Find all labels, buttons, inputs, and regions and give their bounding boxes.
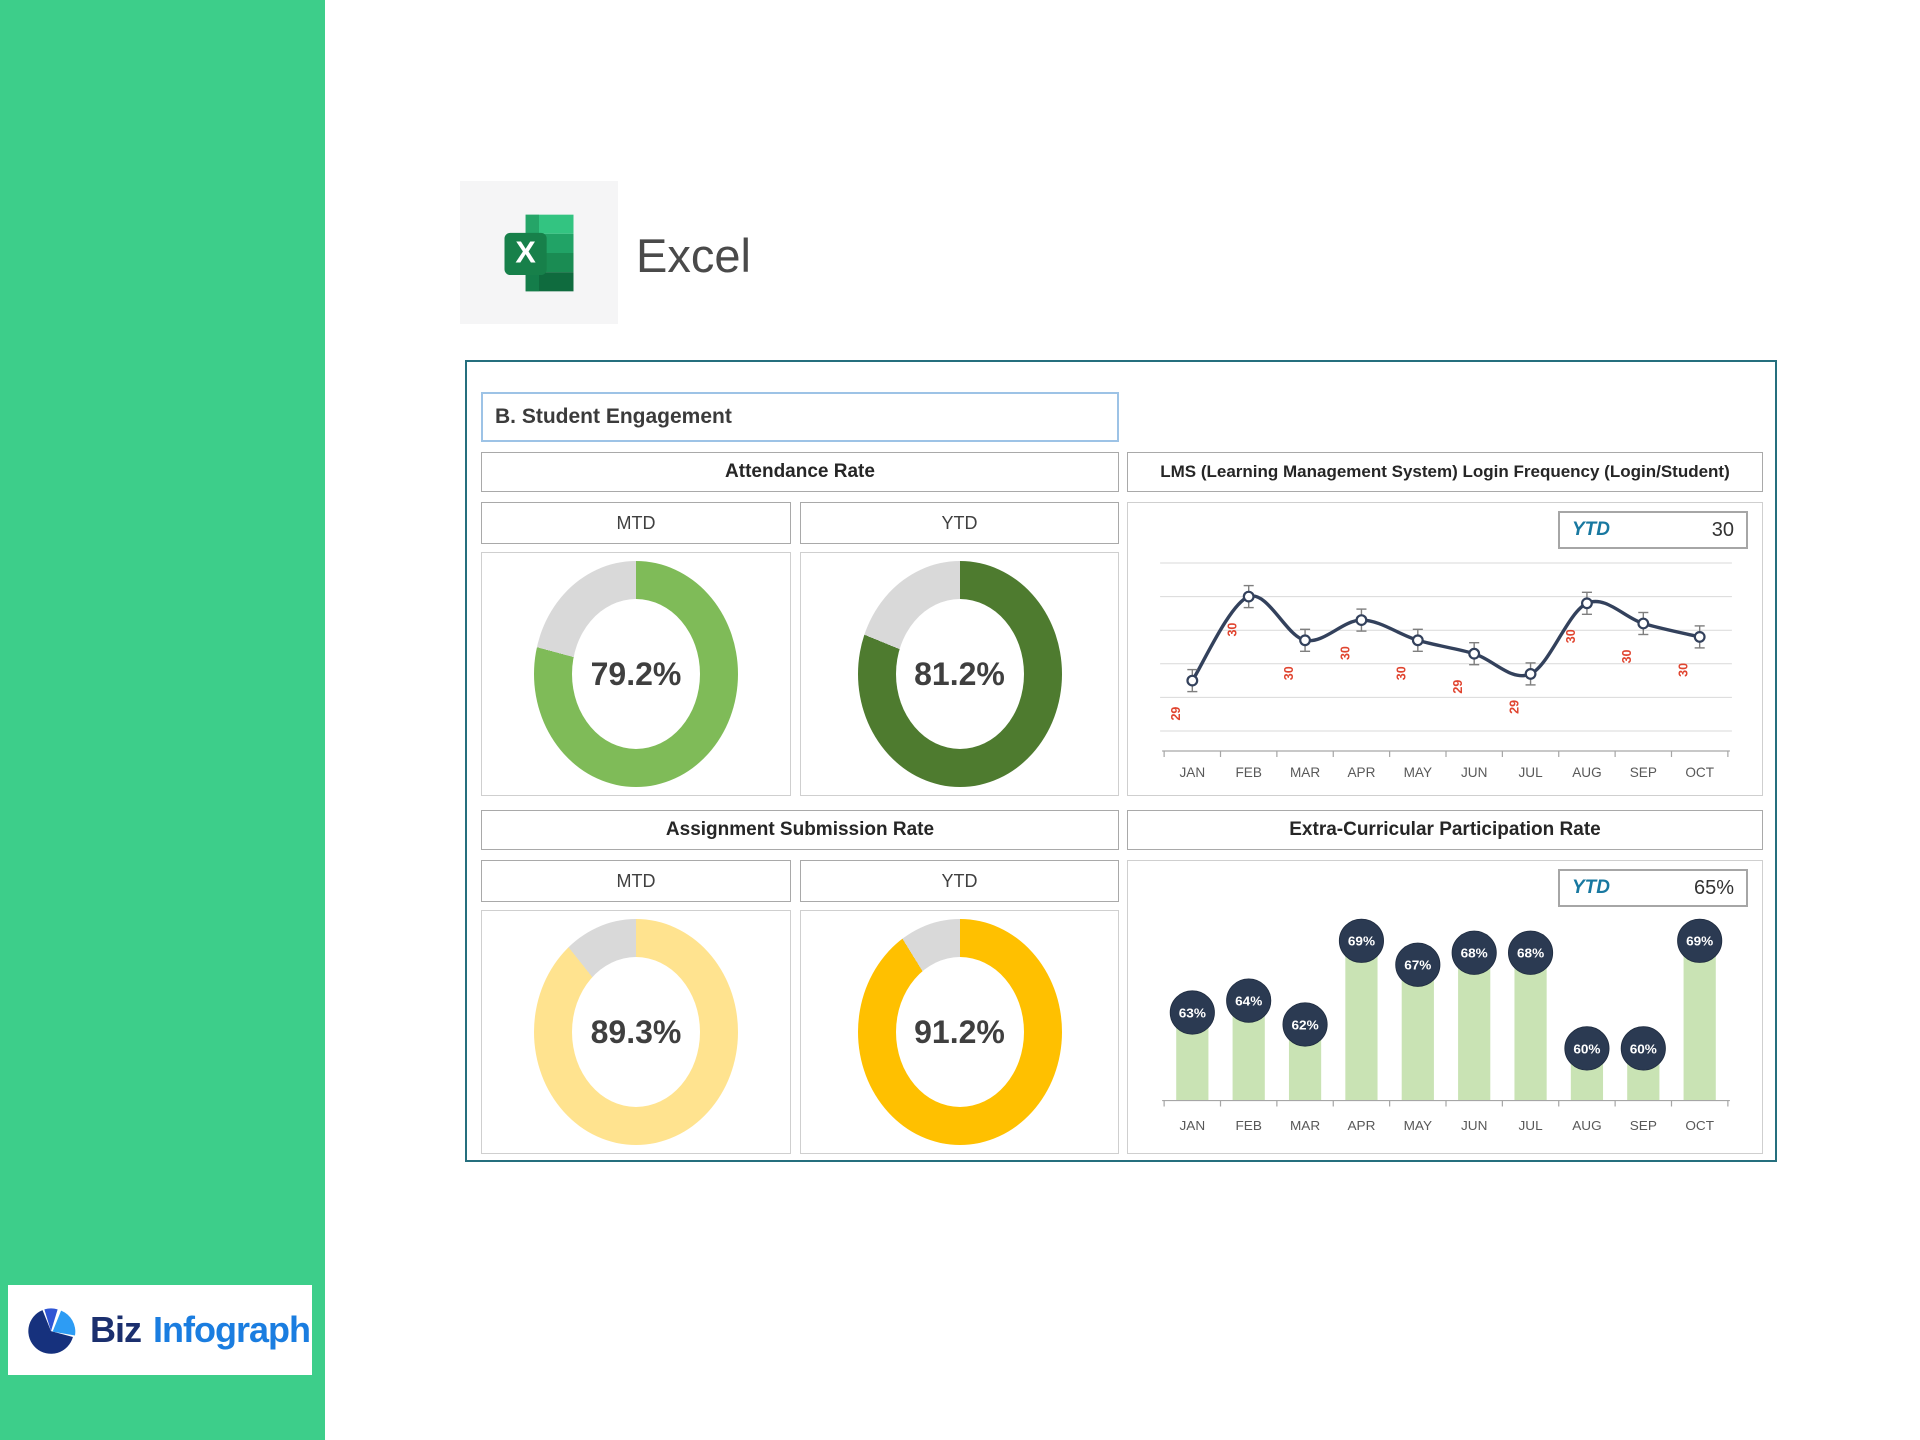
attendance-ytd-label: YTD — [800, 502, 1119, 544]
svg-text:30: 30 — [1338, 646, 1352, 660]
extra-ytd-label: YTD — [1572, 877, 1610, 898]
svg-text:JAN: JAN — [1180, 1118, 1206, 1133]
svg-text:30: 30 — [1620, 649, 1634, 663]
svg-text:JUL: JUL — [1518, 1118, 1543, 1133]
svg-text:AUG: AUG — [1572, 765, 1601, 780]
excel-icon: X — [504, 214, 574, 291]
excel-logo-card: X — [460, 181, 618, 324]
x-axis — [1162, 750, 1730, 757]
bars — [1176, 942, 1716, 1101]
gridlines — [1160, 562, 1732, 732]
assignment-mtd-label: MTD — [481, 860, 791, 902]
assignment-ytd-label: YTD — [800, 860, 1119, 902]
extra-bar-chart[interactable]: 63% 64% 62% 69% 67% 68% 68% 60% 60% 69% JAN FEB MAR A… — [1144, 913, 1748, 1145]
svg-text:OCT: OCT — [1685, 765, 1714, 780]
svg-text:OCT: OCT — [1685, 1118, 1714, 1133]
assignment-ytd-donut-chart[interactable]: 91.2% — [857, 919, 1062, 1145]
dashboard-frame: B. Student Engagement Attendance Rate LM… — [465, 360, 1777, 1162]
svg-text:68%: 68% — [1517, 946, 1544, 961]
attendance-ytd-donut-panel[interactable]: 81.2% — [800, 552, 1119, 796]
attendance-mtd-donut-chart[interactable]: 79.2% — [534, 561, 738, 787]
svg-text:MAY: MAY — [1404, 765, 1432, 780]
svg-text:29: 29 — [1451, 680, 1465, 694]
svg-text:62%: 62% — [1291, 1018, 1318, 1033]
svg-text:SEP: SEP — [1630, 765, 1657, 780]
assignment-mtd-donut-chart[interactable]: 89.3% — [534, 919, 738, 1145]
svg-text:JUL: JUL — [1518, 765, 1543, 780]
assignment-mtd-donut-panel[interactable]: 89.3% — [481, 910, 791, 1154]
brand-word-infograph: Infograph — [153, 1309, 311, 1350]
svg-text:X: X — [515, 235, 536, 269]
assignment-ytd-value: 91.2% — [914, 1013, 1005, 1050]
svg-text:MAR: MAR — [1290, 1118, 1320, 1133]
donut-hole — [895, 957, 1024, 1107]
attendance-mtd-value: 79.2% — [590, 655, 682, 692]
month-labels: JAN FEB MAR APR MAY JUN JUL AUG SEP OCT — [1179, 765, 1714, 780]
svg-text:64%: 64% — [1235, 994, 1262, 1009]
svg-text:30: 30 — [1677, 663, 1691, 677]
assignment-ytd-donut-panel[interactable]: 91.2% — [800, 910, 1119, 1154]
lms-line-chart[interactable]: 29 30 30 30 30 29 29 30 30 30 JAN FEB MAR APR MAY JUN JU… — [1144, 555, 1748, 787]
svg-text:MAY: MAY — [1404, 1118, 1432, 1133]
attendance-mtd-donut-panel[interactable]: 79.2% — [481, 552, 791, 796]
svg-text:60%: 60% — [1573, 1041, 1600, 1056]
point-labels: 29 30 30 30 30 29 29 30 30 30 — [1169, 623, 1690, 721]
svg-text:29: 29 — [1507, 700, 1521, 714]
x-axis — [1162, 1099, 1730, 1107]
dashboard-title-cell[interactable]: B. Student Engagement — [481, 392, 1119, 442]
svg-text:29: 29 — [1169, 707, 1183, 721]
line-series — [1190, 594, 1701, 682]
markers — [1186, 590, 1706, 687]
svg-text:67%: 67% — [1404, 958, 1431, 973]
donut-hole — [572, 957, 700, 1107]
svg-text:30: 30 — [1564, 629, 1578, 643]
svg-text:30: 30 — [1282, 666, 1296, 680]
attendance-ytd-value: 81.2% — [914, 655, 1005, 692]
brand-logo: Biz Infograph — [8, 1285, 312, 1375]
svg-text:APR: APR — [1347, 765, 1375, 780]
assignment-mtd-value: 89.3% — [590, 1013, 682, 1050]
svg-text:JUN: JUN — [1461, 1118, 1487, 1133]
svg-text:FEB: FEB — [1235, 1118, 1261, 1133]
svg-text:MAR: MAR — [1290, 765, 1320, 780]
dashboard-title-text: B. Student Engagement — [495, 405, 732, 428]
attendance-ytd-donut-chart[interactable]: 81.2% — [857, 561, 1062, 787]
lms-ytd-label: YTD — [1572, 519, 1610, 540]
svg-text:60%: 60% — [1630, 1041, 1657, 1056]
brand-word-biz: Biz — [90, 1309, 142, 1350]
svg-text:AUG: AUG — [1572, 1118, 1601, 1133]
lms-ytd-value: 30 — [1711, 518, 1734, 541]
lms-chart-panel[interactable]: YTD 30 29 30 30 30 30 29 29 30 30 30 JAN FEB MAR APR M… — [1127, 502, 1763, 796]
svg-text:30: 30 — [1226, 623, 1240, 637]
lms-ytd-box[interactable]: YTD 30 — [1558, 511, 1748, 549]
attendance-mtd-label: MTD — [481, 502, 791, 544]
svg-text:JAN: JAN — [1179, 765, 1205, 780]
app-name-label: Excel — [636, 229, 751, 282]
pie-chart-icon — [28, 1308, 76, 1354]
extra-ytd-box[interactable]: YTD 65% — [1558, 869, 1748, 907]
month-labels: JAN FEB MAR APR MAY JUN JUL AUG SEP OCT — [1180, 1118, 1715, 1133]
svg-text:30: 30 — [1395, 666, 1409, 680]
bar-badges: 63% 64% 62% 69% 67% 68% 68% 60% 60% 69% — [1169, 918, 1723, 1071]
assignment-header: Assignment Submission Rate — [481, 810, 1119, 850]
svg-text:69%: 69% — [1348, 934, 1375, 949]
extra-curricular-header: Extra-Curricular Participation Rate — [1127, 810, 1763, 850]
extra-ytd-value: 65% — [1693, 876, 1734, 899]
svg-text:SEP: SEP — [1630, 1118, 1657, 1133]
extra-curricular-chart-panel[interactable]: YTD 65% 63% 64% 62% 69% 67% 68% 68% 60% 60% 69% JA… — [1127, 860, 1763, 1154]
donut-hole — [572, 599, 700, 749]
attendance-header: Attendance Rate — [481, 452, 1119, 492]
svg-text:68%: 68% — [1461, 946, 1488, 961]
svg-text:63%: 63% — [1179, 1006, 1206, 1021]
svg-text:JUN: JUN — [1461, 765, 1487, 780]
svg-text:FEB: FEB — [1235, 765, 1261, 780]
donut-hole — [895, 599, 1024, 749]
lms-header: LMS (Learning Management System) Login F… — [1127, 452, 1763, 492]
svg-text:APR: APR — [1347, 1118, 1375, 1133]
svg-text:69%: 69% — [1686, 934, 1713, 949]
sidebar-accent-band — [0, 0, 325, 1440]
